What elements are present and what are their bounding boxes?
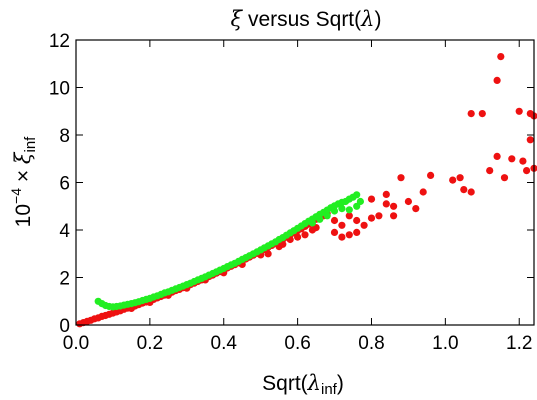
data-point-s0-89 (330, 228, 339, 236)
data-point-s0-98 (367, 195, 376, 203)
data-point-s0-86 (353, 228, 361, 236)
data-point-s0-119 (301, 231, 309, 239)
title-symbol: ξ (231, 7, 244, 31)
y-tick-label: 8 (59, 126, 70, 147)
data-point-s0-87 (345, 231, 353, 239)
data-point-s0-111 (515, 107, 523, 115)
ylabel-base: 10 (12, 204, 35, 227)
data-point-s0-106 (467, 110, 475, 118)
x-axis-ticks: 0.0 0.2 0.4 0.6 0.8 1.0 1.2 (63, 40, 532, 354)
ylabel-sub: inf (22, 136, 39, 153)
data-point-s0-96 (427, 171, 435, 179)
data-point-s0-101 (456, 174, 464, 182)
data-point-s0-103 (460, 186, 468, 194)
data-point-s0-109 (493, 76, 501, 84)
title-mid: versus Sqrt( (242, 8, 361, 31)
data-point-s1-78 (308, 219, 316, 227)
data-point-s1-74 (338, 205, 346, 213)
xlabel-symbol: λ (307, 371, 321, 395)
data-point-s0-100 (449, 176, 457, 184)
data-point-s0-94 (412, 205, 420, 213)
data-point-s1-73 (345, 206, 353, 214)
data-point-s1-77 (316, 215, 324, 223)
data-point-s1-75 (330, 207, 339, 215)
data-point-s1-70 (353, 191, 361, 199)
data-point-s0-92 (397, 174, 405, 182)
x-axis-label: Sqrt(λinf) (262, 371, 344, 398)
x-tick-label: 1.2 (506, 333, 532, 354)
ylabel-exp: −4 (8, 188, 24, 204)
data-point-s1-76 (323, 212, 331, 220)
title-end: ) (374, 8, 381, 31)
data-point-s0-83 (360, 221, 368, 229)
y-axis-label: 10−4 × ξinf (8, 136, 39, 228)
data-point-s0-90 (382, 200, 390, 208)
x-tick-label: 0.6 (284, 333, 310, 354)
data-point-s0-82 (353, 216, 361, 225)
data-point-s0-104 (486, 167, 494, 175)
data-point-s0-80 (338, 221, 346, 229)
data-point-s0-91 (390, 202, 398, 210)
y-tick-label: 0 (59, 316, 70, 337)
x-tick-label: 1.0 (432, 333, 458, 354)
y-tick-label: 2 (59, 269, 70, 290)
data-point-s0-113 (523, 167, 531, 175)
data-point-s1-72 (353, 202, 361, 210)
ylabel-symbol: ξ (11, 151, 35, 164)
data-points (76, 53, 537, 328)
data-point-s0-112 (519, 157, 527, 165)
x-tick-label: 0.2 (137, 333, 163, 354)
data-point-s0-84 (367, 214, 376, 222)
data-point-s0-99 (382, 190, 390, 198)
data-point-s0-79 (330, 216, 339, 225)
data-point-s0-95 (419, 188, 427, 196)
x-tick-label: 0.0 (63, 333, 89, 354)
chart-title: ξ versus Sqrt(λ) (231, 7, 382, 31)
data-point-s0-85 (375, 212, 383, 220)
xlabel-sub: inf (321, 381, 338, 398)
y-axis-ticks: 0 2 4 6 8 10 12 (49, 31, 534, 337)
data-point-s0-110 (508, 155, 516, 163)
data-point-s0-107 (478, 110, 486, 118)
y-tick-label: 6 (59, 174, 70, 195)
y-tick-label: 12 (49, 31, 70, 52)
data-point-s0-102 (467, 188, 475, 196)
ylabel-mid: × (12, 164, 35, 188)
data-point-s0-88 (338, 233, 346, 241)
data-point-s0-115 (526, 136, 534, 144)
x-tick-label: 0.8 (358, 333, 384, 354)
y-tick-label: 10 (49, 79, 70, 100)
x-tick-label: 0.4 (211, 333, 238, 354)
plot-frame (75, 39, 535, 326)
y-tick-label: 4 (59, 221, 70, 242)
data-point-s0-108 (497, 53, 505, 61)
xlabel-end: ) (337, 372, 344, 395)
data-point-s0-97 (390, 212, 398, 220)
data-point-s0-105 (500, 174, 509, 182)
data-point-s0-118 (493, 152, 501, 160)
title-symbol2: λ (360, 7, 374, 31)
data-point-s0-77 (294, 233, 302, 241)
data-point-s0-123 (264, 250, 272, 258)
xlabel-main: Sqrt( (262, 372, 308, 395)
data-point-s0-120 (308, 226, 316, 234)
data-point-s0-93 (404, 197, 412, 206)
data-point-s0-81 (345, 212, 353, 220)
